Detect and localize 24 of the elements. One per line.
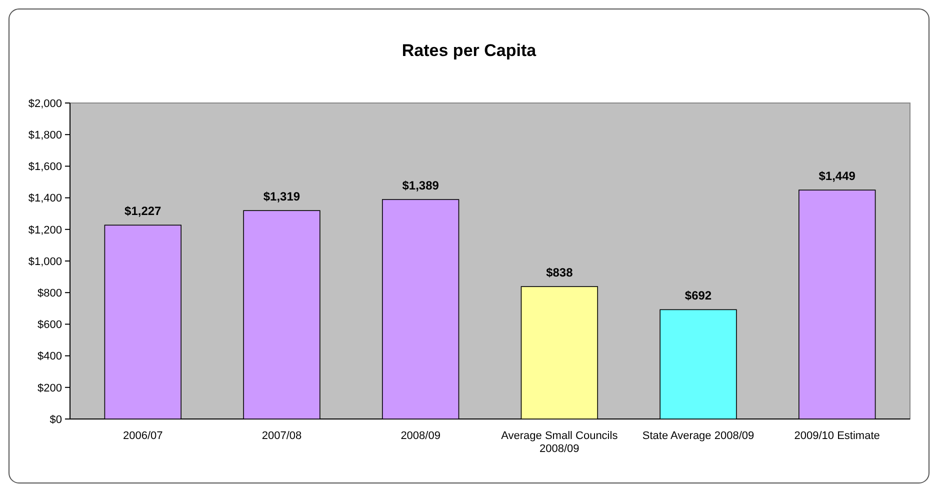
y-tick-label: $1,800 [28,129,62,142]
y-tick-label: $200 [38,382,62,394]
y-tick-label: $1,400 [28,192,62,205]
y-tick-label: $400 [38,350,62,363]
x-tick-label: State Average 2008/09 [642,430,754,442]
y-tick-label: $800 [38,287,62,300]
data-label: $1,227 [124,204,162,218]
data-label: $1,319 [263,190,300,204]
x-tick-label: Average Small Councils 2008/09 [501,430,618,455]
x-tick-label: 2009/10 Estimate [794,430,880,442]
y-tick-label: $2,000 [28,98,62,110]
data-label: $1,389 [402,178,440,193]
x-tick-label: 2008/09 [400,430,440,442]
data-label: $692 [684,288,712,303]
chart-title: Rates per Capita [402,41,537,60]
data-label: $1,449 [818,169,856,184]
x-tick-label: 2006/07 [123,430,163,442]
y-tick-label: $600 [38,319,62,332]
data-label: $838 [546,266,574,280]
y-tick-label: $0 [50,414,62,426]
y-tick-label: $1,600 [28,161,62,174]
y-tick-label: $1,200 [28,224,62,236]
x-tick-label: 2007/08 [262,430,302,442]
y-tick-label: $1,000 [28,256,62,268]
